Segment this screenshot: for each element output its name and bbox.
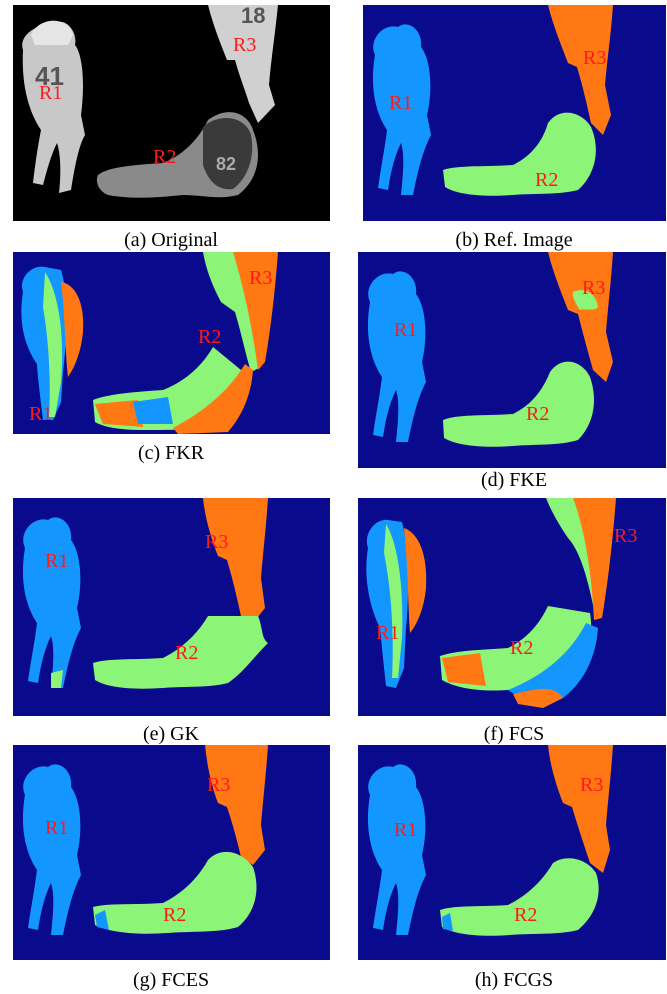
caption-gk: (e) GK bbox=[142, 723, 200, 745]
panel-fcs: R1 R2 R3 bbox=[358, 498, 666, 716]
svg-text:82: 82 bbox=[216, 154, 236, 174]
panel-fces: R1 R2 R3 bbox=[13, 745, 330, 960]
region-label-r1: R1 bbox=[39, 82, 63, 104]
caption-fkr: (c) FKR bbox=[137, 442, 205, 464]
region-label-r2: R2 bbox=[535, 169, 559, 191]
caption-fcs: (f) FCS bbox=[483, 723, 545, 745]
region-label-r2: R2 bbox=[153, 146, 177, 168]
caption-original: (a) Original bbox=[124, 229, 218, 251]
segmentation-map bbox=[358, 498, 666, 716]
svg-text:41: 41 bbox=[35, 61, 64, 91]
segmentation-map bbox=[358, 252, 666, 468]
caption-fke: (d) FKE bbox=[480, 469, 548, 491]
region-label-r3: R3 bbox=[580, 774, 604, 796]
region-label-r2: R2 bbox=[198, 326, 222, 348]
region-label-r2: R2 bbox=[175, 642, 199, 664]
segmentation-map bbox=[13, 498, 330, 716]
region-label-r1: R1 bbox=[45, 550, 69, 572]
region-label-r3: R3 bbox=[614, 525, 638, 547]
svg-text:18: 18 bbox=[241, 5, 265, 28]
segmentation-map bbox=[13, 745, 330, 960]
region-label-r3: R3 bbox=[249, 267, 273, 289]
segmentation-map bbox=[13, 252, 330, 434]
region-label-r1: R1 bbox=[389, 92, 413, 114]
panel-fke: R1 R2 R3 bbox=[358, 252, 666, 468]
caption-fces: (g) FCES bbox=[132, 969, 210, 991]
region-label-r3: R3 bbox=[207, 774, 231, 796]
region-label-r3: R3 bbox=[582, 277, 606, 299]
region-label-r2: R2 bbox=[514, 904, 538, 926]
region-label-r3: R3 bbox=[205, 531, 229, 553]
panel-fcgs: R1 R2 R3 bbox=[358, 745, 666, 960]
caption-ref-image: (b) Ref. Image bbox=[455, 229, 573, 251]
segmentation-map bbox=[358, 745, 666, 960]
region-label-r2: R2 bbox=[526, 403, 550, 425]
region-label-r1: R1 bbox=[45, 817, 69, 839]
panel-fkr: R1 R2 R3 bbox=[13, 252, 330, 434]
caption-fcgs: (h) FCGS bbox=[474, 969, 554, 991]
segmentation-map bbox=[363, 5, 666, 221]
panel-ref-image: R1 R2 R3 bbox=[363, 5, 666, 221]
region-label-r1: R1 bbox=[376, 622, 400, 644]
region-label-r1: R1 bbox=[394, 819, 418, 841]
region-label-r3: R3 bbox=[233, 34, 257, 56]
original-photo: 41 18 82 bbox=[13, 5, 330, 221]
region-label-r3: R3 bbox=[583, 47, 607, 69]
panel-gk: R1 R2 R3 bbox=[13, 498, 330, 716]
region-label-r1: R1 bbox=[394, 319, 418, 341]
region-label-r2: R2 bbox=[510, 637, 534, 659]
region-label-r1: R1 bbox=[29, 403, 53, 425]
panel-original: 41 18 82 R1 R2 R3 bbox=[13, 5, 330, 221]
region-label-r2: R2 bbox=[163, 904, 187, 926]
